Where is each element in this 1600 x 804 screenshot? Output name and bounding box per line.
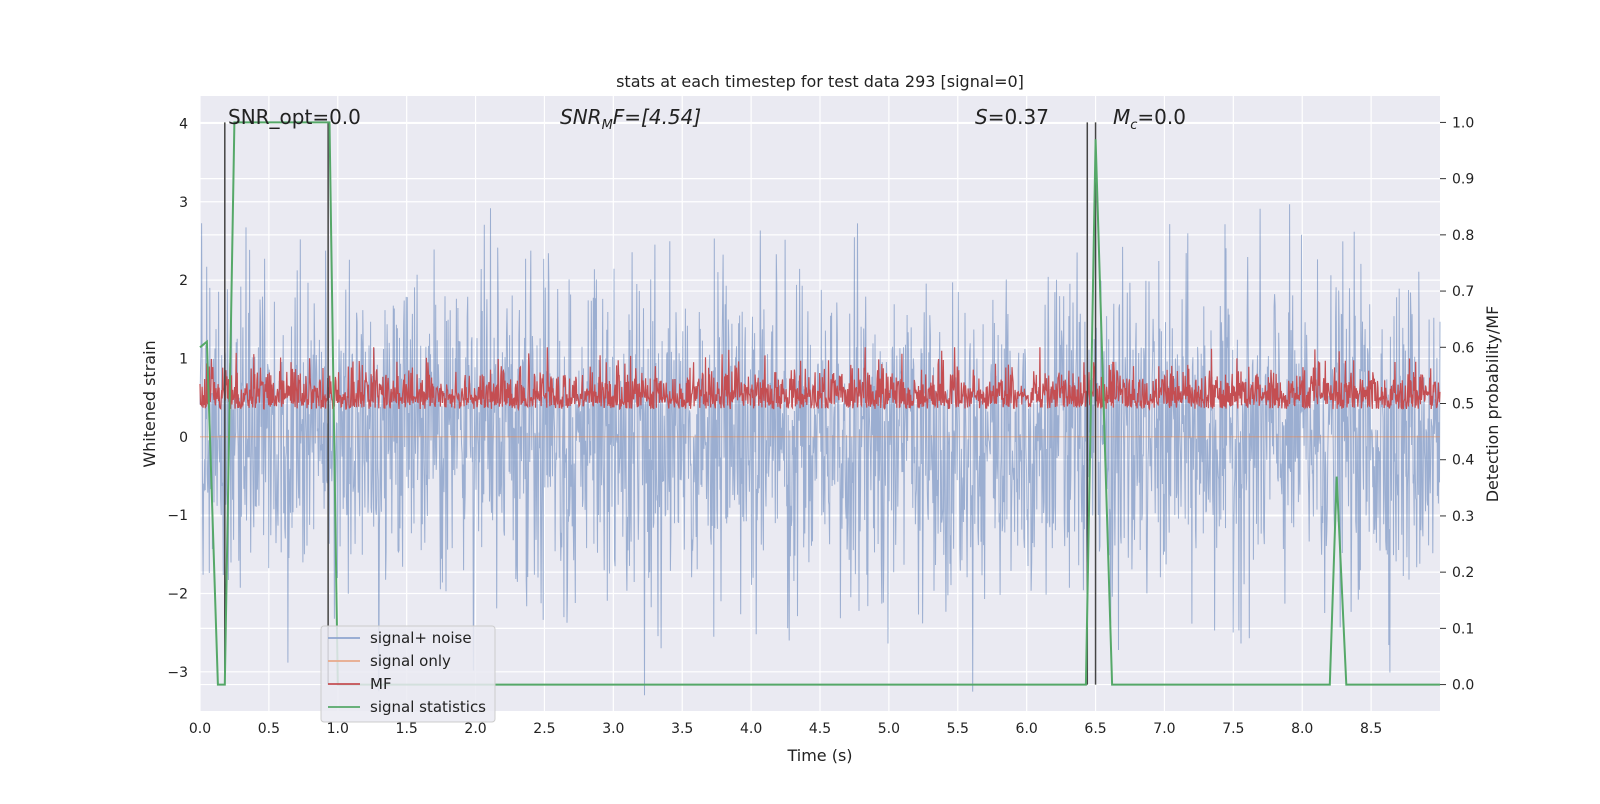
plot-area — [199, 121, 1441, 696]
y2-axis-label: Detection probability/MF — [1483, 306, 1502, 503]
x-tick-label: 6.0 — [1016, 721, 1038, 737]
y-tick-label: 0 — [179, 430, 188, 446]
x-axis-label: Time (s) — [786, 746, 852, 765]
legend-box — [320, 625, 496, 723]
y2-tick-label: 1.0 — [1452, 115, 1474, 131]
x-tick-label: 4.0 — [740, 721, 762, 737]
annotation-mc-value: =0.0 — [1137, 105, 1186, 129]
legend-label-signal-statistics: signal statistics — [370, 698, 486, 716]
annotation-s-var: S — [975, 105, 988, 129]
y-tick-label: −3 — [167, 665, 188, 681]
y-tick-label: 2 — [179, 273, 188, 289]
annotation-mc: Mc=0.0 — [1113, 105, 1186, 133]
y-tick-label: 4 — [179, 116, 188, 132]
x-tick-label: 1.5 — [396, 721, 418, 737]
chart-title: stats at each timestep for test data 293… — [616, 72, 1024, 91]
legend-label-signal-noise: signal+ noise — [370, 629, 472, 647]
annotation-snr-mf: SNRMF=[4.54] — [560, 105, 701, 133]
y-axis-label: Whitened strain — [140, 340, 159, 467]
x-tick-label: 5.0 — [878, 721, 900, 737]
series-signal-statistics-line — [199, 121, 1440, 686]
x-tick-label: 4.5 — [809, 721, 831, 737]
x-tick-label: 0.5 — [258, 721, 280, 737]
x-tick-label: 2.0 — [464, 721, 486, 737]
annotation-mc-var: M — [1113, 105, 1130, 129]
annotation-s: S=0.37 — [975, 105, 1049, 129]
y2-tick-label: 0.0 — [1452, 678, 1474, 694]
y2-tick-label: 0.8 — [1452, 228, 1474, 244]
y2-tick-label: 0.7 — [1452, 284, 1474, 300]
series-mf-line — [199, 347, 1441, 412]
y-tick-label: −1 — [167, 508, 188, 524]
annotation-snr-mf-prefix: SNR — [560, 105, 602, 129]
x-tick-label: 0.0 — [189, 721, 211, 737]
legend-label-signal-only: signal only — [370, 652, 451, 670]
axis-ticks: 0.0 0.5 1.0 1.5 2.0 2.5 3.0 3.5 4.0 4.5 5.0 5.5 6.0 6… — [167, 115, 1474, 737]
x-tick-label: 2.5 — [533, 721, 555, 737]
x-tick-label: 6.5 — [1084, 721, 1106, 737]
annotation-mc-sub: c — [1130, 118, 1137, 133]
annotation-s-value: =0.37 — [988, 105, 1049, 129]
y2-tick-label: 0.5 — [1452, 397, 1474, 413]
y2-tick-label: 0.1 — [1452, 621, 1474, 637]
y-tick-label: 1 — [179, 351, 188, 367]
x-tick-label: 8.0 — [1291, 721, 1313, 737]
y2-tick-label: 0.6 — [1452, 340, 1474, 356]
annotation-snr-opt: SNR_opt=0.0 — [228, 105, 361, 129]
y2-tick-label: 0.3 — [1452, 509, 1474, 525]
y2-tick-label: 0.4 — [1452, 453, 1474, 469]
series-signal-noise-line — [199, 204, 1441, 696]
legend: signal+ noise signal only MF signal stat… — [320, 625, 496, 723]
x-tick-label: 3.5 — [671, 721, 693, 737]
y2-tick-label: 0.2 — [1452, 565, 1474, 581]
x-tick-label: 3.0 — [602, 721, 624, 737]
x-tick-label: 5.5 — [947, 721, 969, 737]
y-tick-label: 3 — [179, 195, 188, 211]
x-tick-label: 7.0 — [1153, 721, 1175, 737]
annotation-snr-mf-sub: M — [602, 118, 613, 133]
y2-tick-label: 0.9 — [1452, 172, 1474, 188]
x-tick-label: 1.0 — [327, 721, 349, 737]
annotation-snr-mf-suffix: F=[4.54] — [613, 105, 701, 129]
x-tick-label: 7.5 — [1222, 721, 1244, 737]
legend-label-mf: MF — [370, 675, 392, 693]
x-tick-label: 8.5 — [1360, 721, 1382, 737]
y-tick-label: −2 — [167, 586, 188, 602]
